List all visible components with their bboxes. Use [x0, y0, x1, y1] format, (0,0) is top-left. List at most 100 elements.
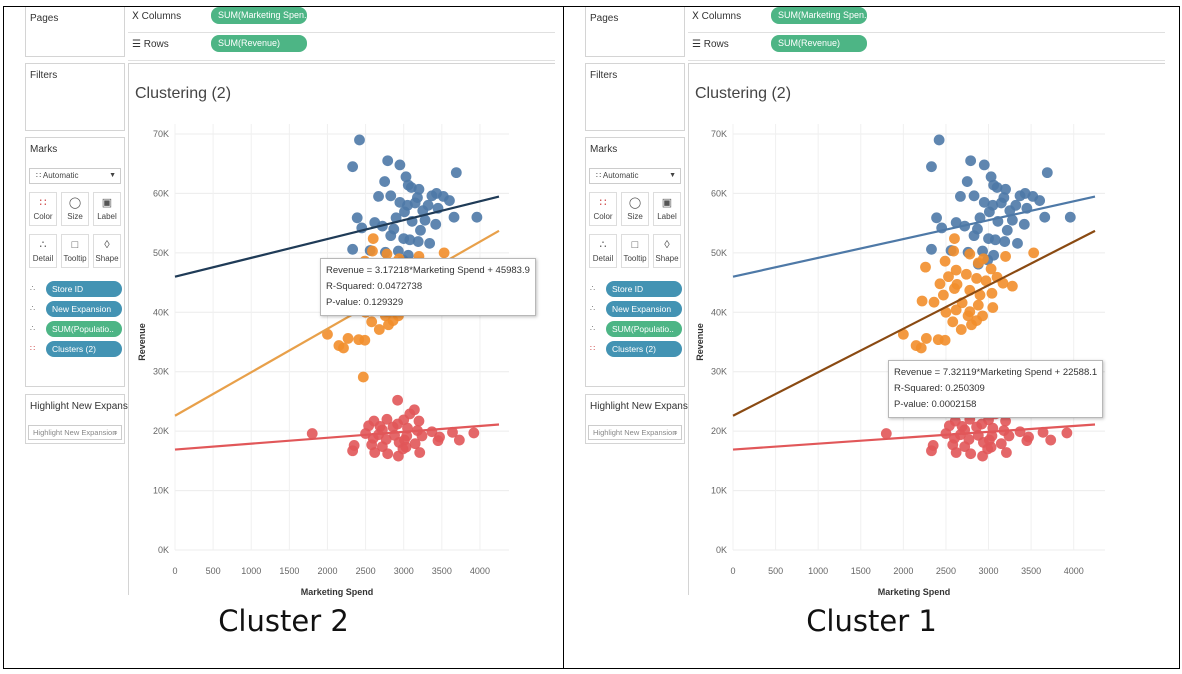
data-point[interactable]	[928, 296, 940, 308]
data-point[interactable]	[989, 234, 1001, 246]
data-point[interactable]	[971, 421, 983, 433]
data-point[interactable]	[915, 342, 927, 354]
data-point[interactable]	[982, 443, 994, 455]
columns-shelf[interactable]: Ⅹ Columns SUM(Marketing Spen..	[688, 7, 1165, 33]
data-point[interactable]	[369, 447, 381, 458]
data-point[interactable]	[444, 195, 455, 206]
data-point[interactable]	[367, 245, 378, 257]
trend-line[interactable]	[174, 423, 500, 451]
data-point[interactable]	[933, 134, 945, 146]
data-point[interactable]	[412, 236, 424, 247]
data-point[interactable]	[983, 206, 995, 218]
data-point[interactable]	[366, 316, 378, 328]
data-point[interactable]	[381, 413, 393, 425]
data-point[interactable]	[949, 283, 960, 294]
data-point[interactable]	[347, 243, 359, 255]
trend-line[interactable]	[732, 229, 1096, 417]
data-point[interactable]	[980, 275, 992, 287]
data-point[interactable]	[968, 190, 980, 202]
tooltip-button[interactable]: □ Tooltip	[621, 234, 649, 268]
data-point[interactable]	[434, 431, 445, 443]
data-point[interactable]	[382, 448, 394, 460]
data-point[interactable]	[950, 304, 962, 316]
data-point[interactable]	[450, 167, 462, 179]
data-point[interactable]	[978, 159, 990, 171]
data-point[interactable]	[306, 428, 318, 439]
data-point[interactable]	[948, 245, 960, 257]
data-point[interactable]	[338, 342, 349, 354]
data-point[interactable]	[920, 333, 932, 344]
tooltip-button[interactable]: □ Tooltip	[61, 234, 89, 268]
data-point[interactable]	[413, 415, 425, 427]
data-point[interactable]	[409, 438, 421, 450]
data-point[interactable]	[373, 191, 384, 202]
data-point[interactable]	[409, 197, 421, 209]
data-point[interactable]	[965, 448, 977, 460]
trend-line[interactable]	[732, 423, 1096, 451]
shape-button[interactable]: ◊ Shape	[653, 234, 681, 268]
data-point[interactable]	[404, 234, 416, 246]
data-point[interactable]	[354, 134, 365, 146]
data-point[interactable]	[955, 191, 966, 202]
store-id-pill[interactable]: Store ID	[606, 281, 682, 297]
data-point[interactable]	[400, 171, 412, 183]
data-point[interactable]	[347, 445, 359, 457]
highlight-input[interactable]: Highlight New Expansion ⌕	[588, 425, 682, 440]
data-point[interactable]	[448, 211, 460, 223]
data-point[interactable]	[939, 255, 951, 267]
clusters-pill[interactable]: Clusters (2)	[606, 341, 682, 357]
data-point[interactable]	[940, 428, 952, 439]
data-point[interactable]	[357, 371, 369, 383]
data-point[interactable]	[960, 268, 972, 280]
data-point[interactable]	[385, 190, 397, 202]
data-point[interactable]	[1006, 280, 1018, 292]
data-point[interactable]	[926, 161, 937, 173]
data-point[interactable]	[937, 289, 949, 301]
data-point[interactable]	[1018, 218, 1030, 230]
data-point[interactable]	[968, 230, 980, 242]
data-point[interactable]	[1041, 167, 1053, 179]
size-button[interactable]: ◯ Size	[621, 192, 649, 226]
label-button[interactable]: ▣ Label	[93, 192, 121, 226]
data-point[interactable]	[392, 394, 404, 406]
data-point[interactable]	[394, 159, 406, 171]
data-point[interactable]	[943, 271, 954, 283]
rows-shelf[interactable]: ☰ Rows SUM(Revenue)	[128, 35, 555, 61]
color-button[interactable]: ∷ Color	[29, 192, 57, 226]
data-point[interactable]	[1003, 430, 1015, 442]
data-point[interactable]	[997, 277, 1009, 289]
data-point[interactable]	[985, 171, 997, 183]
data-point[interactable]	[373, 324, 385, 335]
data-point[interactable]	[382, 155, 394, 167]
data-point[interactable]	[351, 212, 363, 224]
data-point[interactable]	[995, 197, 1007, 209]
data-point[interactable]	[950, 447, 962, 458]
data-point[interactable]	[949, 233, 960, 244]
data-point[interactable]	[387, 421, 399, 433]
data-point[interactable]	[414, 447, 426, 458]
data-point[interactable]	[424, 237, 436, 249]
clusters-pill[interactable]: Clusters (2)	[46, 341, 122, 357]
data-point[interactable]	[950, 217, 962, 228]
label-button[interactable]: ▣ Label	[653, 192, 681, 226]
data-point[interactable]	[880, 428, 892, 439]
data-point[interactable]	[972, 257, 984, 269]
data-point[interactable]	[939, 334, 951, 346]
data-point[interactable]	[468, 427, 480, 439]
data-point[interactable]	[955, 324, 967, 335]
data-point[interactable]	[916, 295, 928, 307]
data-point[interactable]	[974, 289, 986, 301]
color-button[interactable]: ∷ Color	[589, 192, 617, 226]
data-point[interactable]	[966, 319, 977, 331]
highlight-input[interactable]: Highlight New Expansion ⌕	[28, 425, 122, 440]
columns-shelf[interactable]: Ⅹ Columns SUM(Marketing Spen..	[128, 7, 555, 33]
data-point[interactable]	[413, 183, 425, 195]
data-point[interactable]	[1001, 447, 1012, 458]
filters-shelf[interactable]: Filters	[25, 63, 125, 131]
detail-button[interactable]: ∴ Detail	[589, 234, 617, 268]
data-point[interactable]	[972, 299, 984, 311]
data-point[interactable]	[1001, 224, 1013, 236]
columns-pill[interactable]: SUM(Marketing Spen..	[771, 7, 867, 24]
data-point[interactable]	[926, 243, 937, 255]
data-point[interactable]	[1012, 237, 1023, 249]
